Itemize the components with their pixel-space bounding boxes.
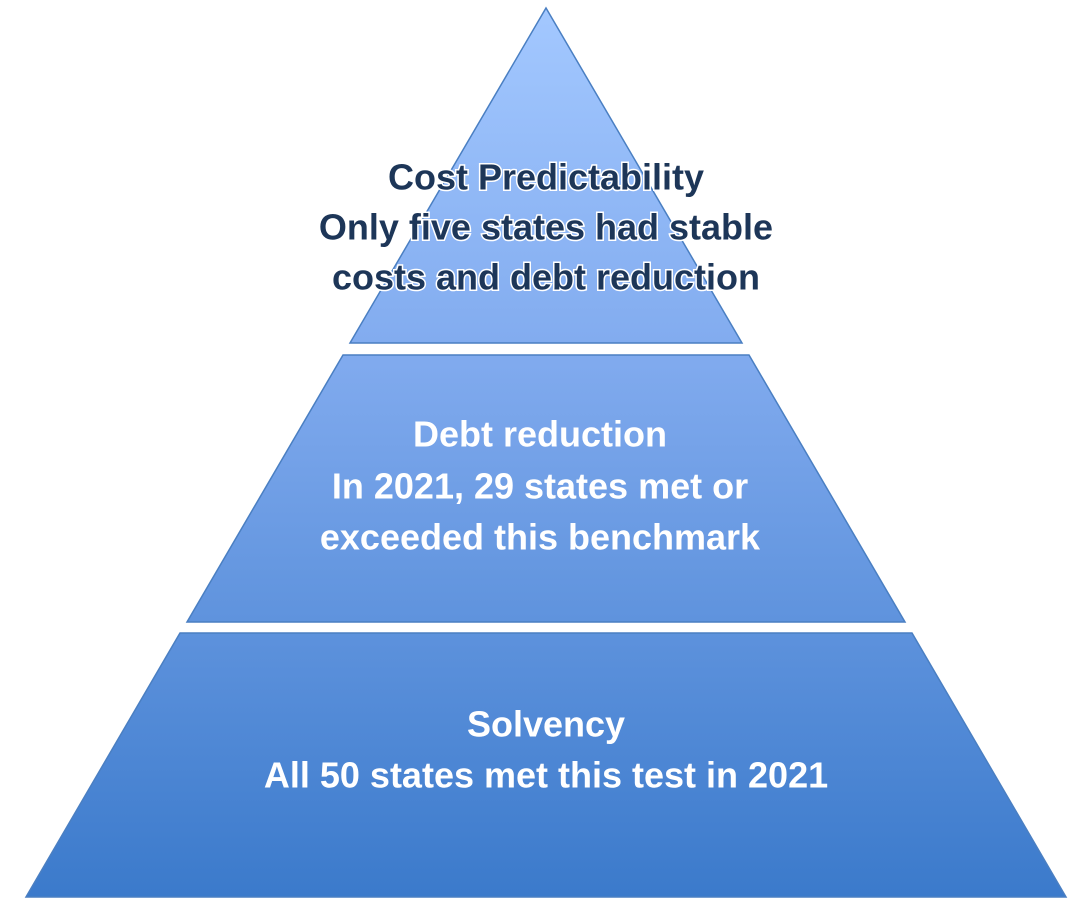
tier-title: Solvency [467,704,625,745]
tier-text: All 50 states met this test in 2021 [264,755,828,796]
tier-middle [185,354,907,623]
tier-text: In 2021, 29 states met or [332,466,748,507]
tier-title: Debt reduction [413,414,667,455]
tier-text: exceeded this benchmark [320,517,761,558]
tier-bottom [24,632,1068,898]
tier-top [348,6,744,344]
tier-text: costs and debt reduction [332,257,760,298]
tier-title: Cost Predictability [388,157,704,198]
tier-text: Only five states had stable [319,207,773,248]
